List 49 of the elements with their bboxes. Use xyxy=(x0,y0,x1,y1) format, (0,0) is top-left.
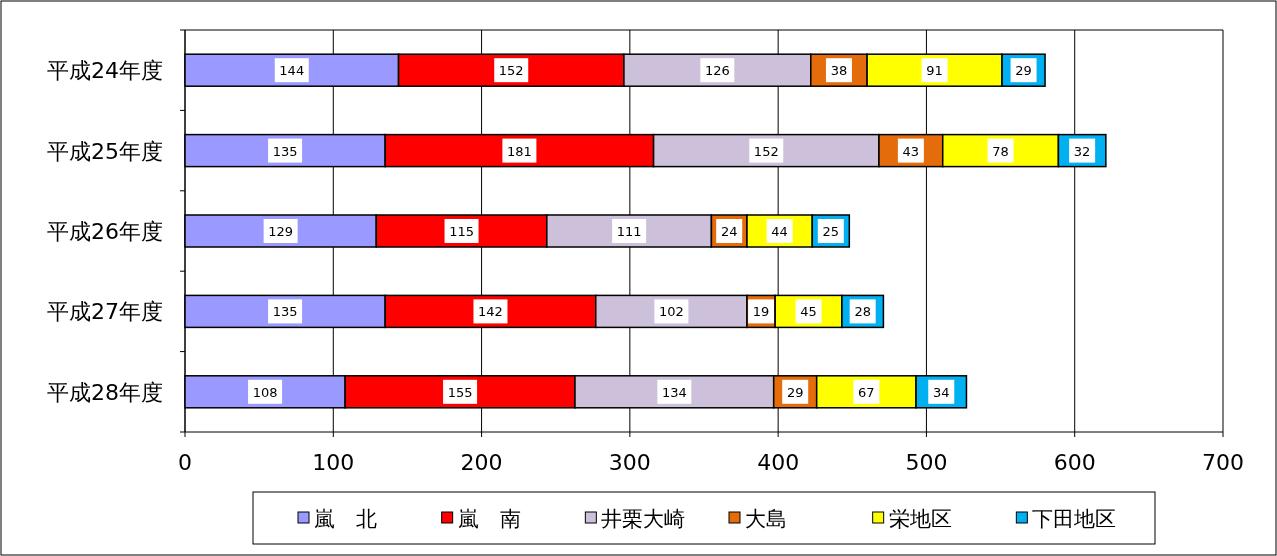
y-tick-label: 平成28年度 xyxy=(47,379,163,405)
x-tick-label: 400 xyxy=(757,450,800,475)
y-tick-label: 平成24年度 xyxy=(47,58,163,84)
data-label: 108 xyxy=(252,384,278,400)
x-tick-label: 0 xyxy=(178,450,192,475)
data-label: 152 xyxy=(498,63,524,79)
data-label: 135 xyxy=(272,304,298,320)
data-label: 19 xyxy=(752,304,770,320)
legend-label: 大島 xyxy=(745,507,787,531)
data-label: 142 xyxy=(478,304,503,320)
data-label: 43 xyxy=(902,143,920,159)
data-label: 155 xyxy=(447,384,473,400)
data-label: 25 xyxy=(822,224,840,239)
data-label: 91 xyxy=(926,63,943,79)
data-label: 102 xyxy=(658,304,684,320)
data-label: 181 xyxy=(506,143,532,159)
x-tick-label: 700 xyxy=(1202,450,1244,475)
y-tick-label: 平成25年度 xyxy=(47,138,163,164)
data-label: 144 xyxy=(279,63,305,79)
data-label: 28 xyxy=(854,304,871,320)
data-label: 134 xyxy=(661,384,687,400)
x-tick-label: 200 xyxy=(460,450,503,475)
data-label: 32 xyxy=(1073,143,1091,159)
data-label: 34 xyxy=(932,384,950,400)
x-tick-label: 300 xyxy=(608,450,651,475)
data-label: 29 xyxy=(786,384,804,400)
legend-label: 井栗大崎 xyxy=(601,507,686,531)
data-label: 67 xyxy=(858,384,875,400)
x-tick-label: 100 xyxy=(312,450,355,475)
x-tick-label: 600 xyxy=(1053,450,1096,475)
data-label: 152 xyxy=(753,143,779,159)
data-label: 115 xyxy=(449,224,474,239)
legend-label: 栄地区 xyxy=(888,507,952,531)
data-label: 44 xyxy=(771,224,788,239)
data-label: 78 xyxy=(992,143,1009,159)
y-tick-label: 平成26年度 xyxy=(47,219,163,244)
data-label: 129 xyxy=(268,224,294,239)
data-label: 24 xyxy=(720,224,738,239)
data-label: 45 xyxy=(800,304,817,320)
data-label: 29 xyxy=(1015,63,1032,79)
legend-label: 嵐 南 xyxy=(457,507,521,531)
data-label: 111 xyxy=(616,224,642,239)
legend-label: 下田地区 xyxy=(1032,507,1117,531)
x-tick-label: 500 xyxy=(905,450,948,475)
legend-label: 嵐 北 xyxy=(314,507,377,531)
y-tick-label: 平成27年度 xyxy=(47,299,163,325)
data-label: 38 xyxy=(830,63,848,79)
data-label: 126 xyxy=(704,63,730,79)
data-label: 135 xyxy=(272,143,298,159)
